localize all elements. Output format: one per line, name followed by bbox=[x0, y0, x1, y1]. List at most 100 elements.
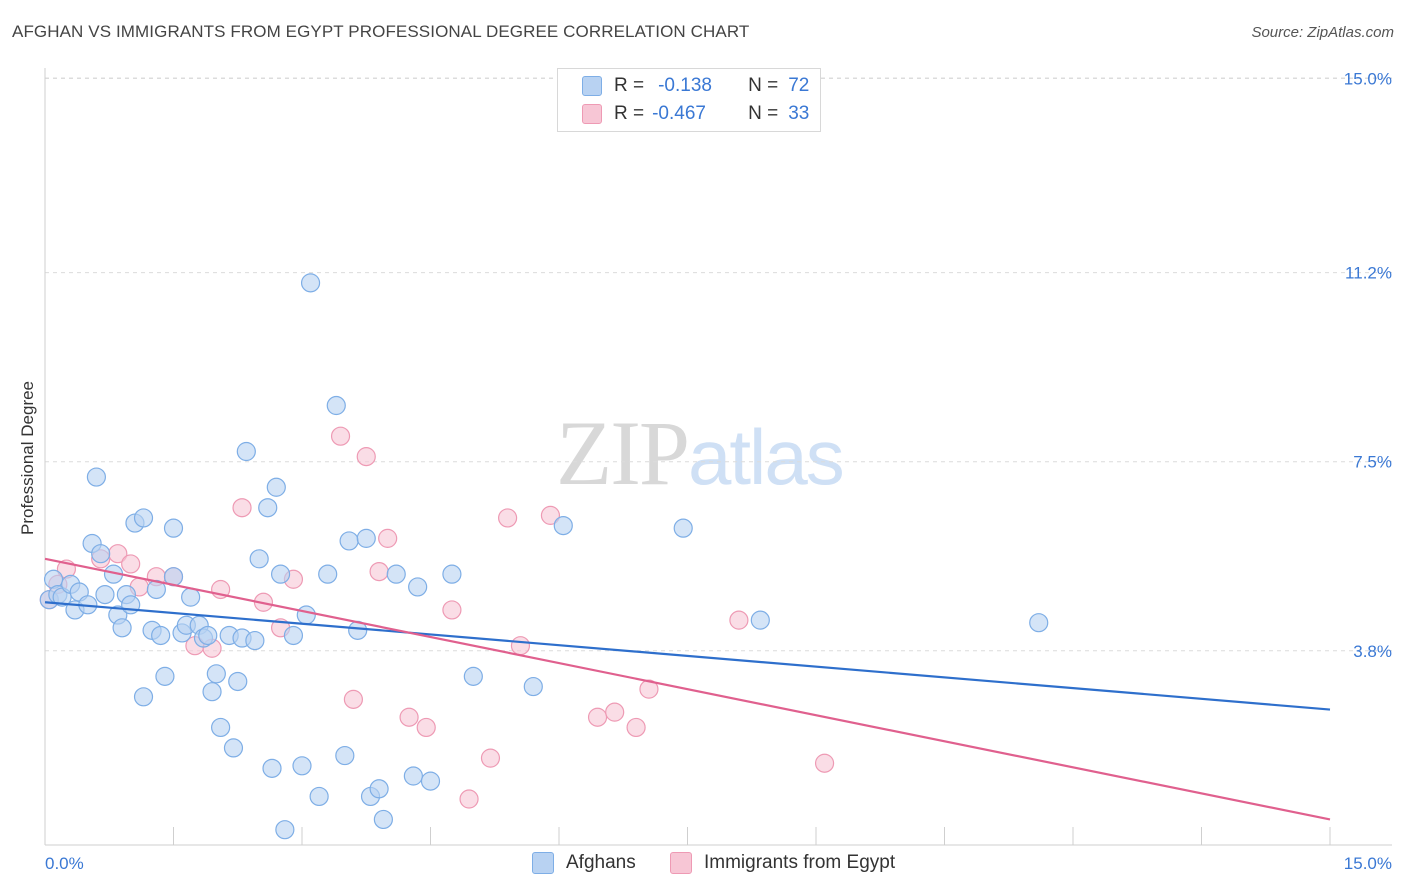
afghan-point bbox=[91, 544, 111, 564]
egypt-point bbox=[356, 447, 376, 467]
egypt-point bbox=[459, 789, 479, 809]
afghans-swatch bbox=[582, 76, 602, 96]
afghans-trend-line bbox=[44, 601, 1331, 711]
afghan-point bbox=[86, 467, 107, 487]
tick-labels: 3.8% 7.5% 11.2% 15.0% 0.0% 15.0% bbox=[45, 69, 1392, 873]
afghan-point bbox=[202, 682, 222, 702]
egypt-point bbox=[605, 702, 625, 722]
afghan-point bbox=[266, 477, 286, 497]
watermark-zip: ZIP bbox=[556, 402, 690, 504]
egypt-point bbox=[729, 610, 749, 630]
afghan-point bbox=[673, 518, 693, 538]
egypt-point bbox=[121, 554, 141, 574]
egypt-point bbox=[416, 717, 436, 738]
afghan-point bbox=[339, 531, 359, 551]
egypt-point bbox=[510, 636, 531, 656]
afghan-point bbox=[300, 273, 321, 293]
afghan-point bbox=[1029, 613, 1049, 633]
afghan-point bbox=[258, 498, 278, 518]
afghan-point bbox=[249, 549, 269, 569]
afghan-point bbox=[463, 666, 483, 686]
afghan-point bbox=[206, 664, 226, 684]
r-label: R = bbox=[614, 75, 645, 96]
afghan-point bbox=[309, 786, 329, 807]
legend-item-egypt: Immigrants from Egypt bbox=[670, 852, 895, 874]
afghan-point bbox=[228, 671, 248, 692]
r-value: -0.467 bbox=[652, 103, 706, 124]
n-value: 33 bbox=[788, 103, 810, 124]
egypt-trend-line bbox=[44, 557, 1331, 821]
afghan-point bbox=[553, 516, 573, 536]
afghan-point bbox=[292, 756, 312, 776]
trend-lines bbox=[44, 557, 1331, 821]
afghan-point bbox=[236, 441, 256, 462]
legend-item-afghans: Afghans bbox=[532, 852, 636, 874]
chart-title: AFGHAN VS IMMIGRANTS FROM EGYPT PROFESSI… bbox=[12, 22, 750, 41]
afghan-point bbox=[335, 745, 355, 766]
legend-label: Afghans bbox=[566, 852, 636, 873]
egypt-points bbox=[39, 426, 835, 809]
afghan-point bbox=[369, 779, 389, 799]
y-tick-label: 3.8% bbox=[1353, 642, 1392, 661]
afghan-point bbox=[181, 587, 201, 607]
n-label: N = bbox=[748, 103, 779, 124]
afghan-point bbox=[223, 738, 244, 758]
legend-row-egypt: R = -0.467 N = 33 bbox=[582, 102, 809, 126]
afghan-point bbox=[211, 717, 231, 738]
source-credit: Source: ZipAtlas.com bbox=[1251, 24, 1394, 41]
afghan-point bbox=[155, 666, 175, 686]
egypt-point bbox=[498, 508, 518, 528]
afghan-point bbox=[318, 564, 338, 584]
egypt-swatch bbox=[670, 852, 692, 874]
egypt-point bbox=[399, 707, 419, 727]
afghan-point bbox=[296, 605, 316, 625]
afghan-point bbox=[133, 508, 154, 528]
y-tick-label: 15.0% bbox=[1344, 69, 1392, 88]
afghan-point bbox=[262, 758, 282, 778]
afghan-point bbox=[750, 610, 770, 630]
egypt-point bbox=[540, 505, 561, 525]
afghan-point bbox=[245, 630, 265, 651]
afghan-point bbox=[95, 584, 115, 605]
egypt-point bbox=[378, 528, 398, 548]
afghan-point bbox=[386, 564, 406, 584]
afghan-point bbox=[151, 625, 171, 646]
egypt-point bbox=[343, 689, 363, 709]
y-tick-label: 11.2% bbox=[1345, 264, 1392, 283]
afghan-point bbox=[408, 577, 428, 597]
afghan-point bbox=[442, 564, 462, 584]
n-value: 72 bbox=[788, 75, 810, 96]
afghan-point bbox=[523, 676, 543, 697]
afghan-point bbox=[283, 625, 304, 646]
egypt-point bbox=[480, 748, 501, 768]
egypt-swatch bbox=[582, 104, 602, 124]
x-tick-label: 15.0% bbox=[1344, 854, 1392, 873]
afghan-point bbox=[373, 809, 393, 830]
egypt-point bbox=[369, 561, 389, 582]
egypt-point bbox=[587, 707, 608, 727]
grid-lines bbox=[45, 77, 1392, 652]
y-tick-label: 7.5% bbox=[1353, 453, 1392, 472]
r-label: R = bbox=[614, 103, 645, 124]
egypt-point bbox=[814, 753, 835, 773]
watermark-atlas: atlas bbox=[688, 413, 845, 501]
x-tick-label: 0.0% bbox=[45, 854, 84, 873]
afghan-point bbox=[275, 820, 295, 840]
afghans-points bbox=[39, 273, 1049, 840]
egypt-point bbox=[232, 498, 252, 518]
afghan-point bbox=[121, 595, 141, 615]
watermark: ZIPatlas bbox=[556, 400, 845, 506]
egypt-point bbox=[639, 679, 659, 699]
afghan-point bbox=[420, 771, 441, 791]
afghan-point bbox=[198, 625, 218, 646]
afghan-point bbox=[403, 766, 423, 786]
afghan-point bbox=[270, 564, 291, 584]
correlation-legend: R = -0.138 N = 72 R = -0.467 N = 33 bbox=[557, 68, 821, 132]
afghan-point bbox=[163, 518, 184, 538]
afghan-point bbox=[112, 618, 132, 638]
egypt-point bbox=[626, 717, 646, 738]
afghan-point bbox=[133, 687, 154, 707]
r-value: -0.138 bbox=[658, 75, 712, 96]
legend-row-afghans: R = -0.138 N = 72 bbox=[582, 74, 809, 98]
